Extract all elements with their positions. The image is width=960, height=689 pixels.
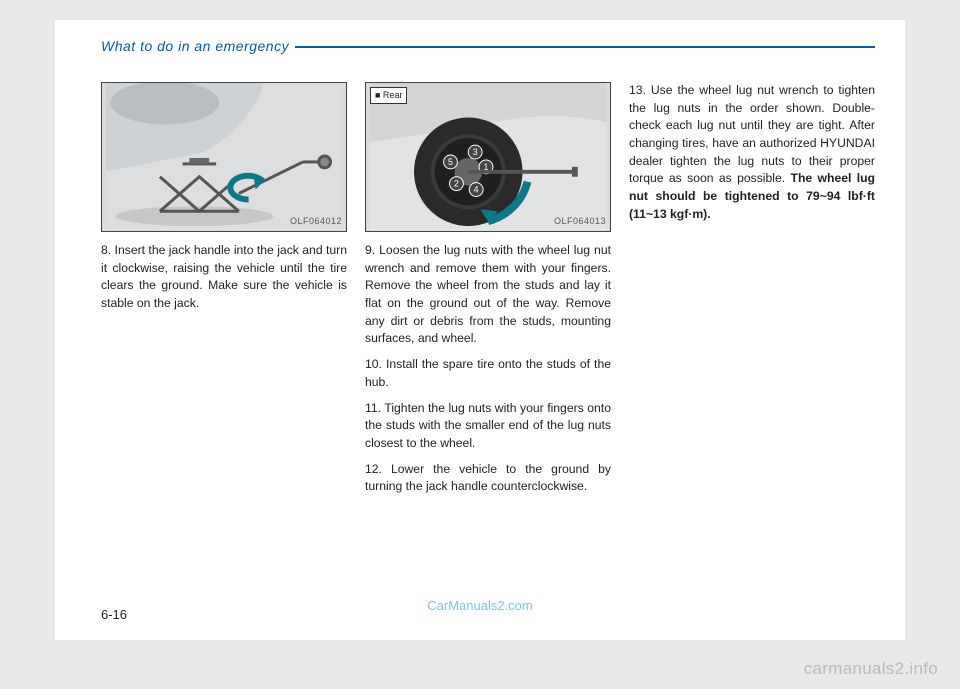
svg-text:4: 4 xyxy=(474,185,479,195)
figure-code: OLF064013 xyxy=(554,215,606,228)
manual-page: What to do in an emergency xyxy=(55,20,905,640)
page-header: What to do in an emergency xyxy=(101,38,875,54)
svg-text:3: 3 xyxy=(473,147,478,157)
step-12: 12. Lower the vehicle to the ground by t… xyxy=(365,461,611,496)
page-number: 6-16 xyxy=(101,607,127,622)
figure-jack: OLF064012 xyxy=(101,82,347,232)
column-3: 13. Use the wheel lug nut wrench to tigh… xyxy=(629,82,875,504)
step-11: 11. Tighten the lug nuts with your finge… xyxy=(365,400,611,453)
header-rule xyxy=(295,46,875,48)
step-10: 10. Install the spare tire onto the stud… xyxy=(365,356,611,391)
jack-illustration xyxy=(102,83,346,231)
watermark-corner: carmanuals2.info xyxy=(804,659,938,679)
svg-text:5: 5 xyxy=(448,157,453,167)
figure-tag: ■ Rear xyxy=(370,87,407,104)
step-13: 13. Use the wheel lug nut wrench to tigh… xyxy=(629,82,875,224)
figure-code: OLF064012 xyxy=(290,215,342,228)
step-9: 9. Loosen the lug nuts with the wheel lu… xyxy=(365,242,611,348)
column-2: 1 2 3 4 5 ■ Rear OLF064013 9. Loosen xyxy=(365,82,611,504)
step-8: 8. Insert the jack handle into the jack … xyxy=(101,242,347,313)
svg-text:2: 2 xyxy=(454,179,459,189)
column-1: OLF064012 8. Insert the jack handle into… xyxy=(101,82,347,504)
wheel-illustration: 1 2 3 4 5 xyxy=(366,83,610,231)
watermark-center: CarManuals2.com xyxy=(427,598,533,613)
figure-wheel: 1 2 3 4 5 ■ Rear OLF064013 xyxy=(365,82,611,232)
section-title: What to do in an emergency xyxy=(101,38,295,54)
content-columns: OLF064012 8. Insert the jack handle into… xyxy=(101,82,875,504)
